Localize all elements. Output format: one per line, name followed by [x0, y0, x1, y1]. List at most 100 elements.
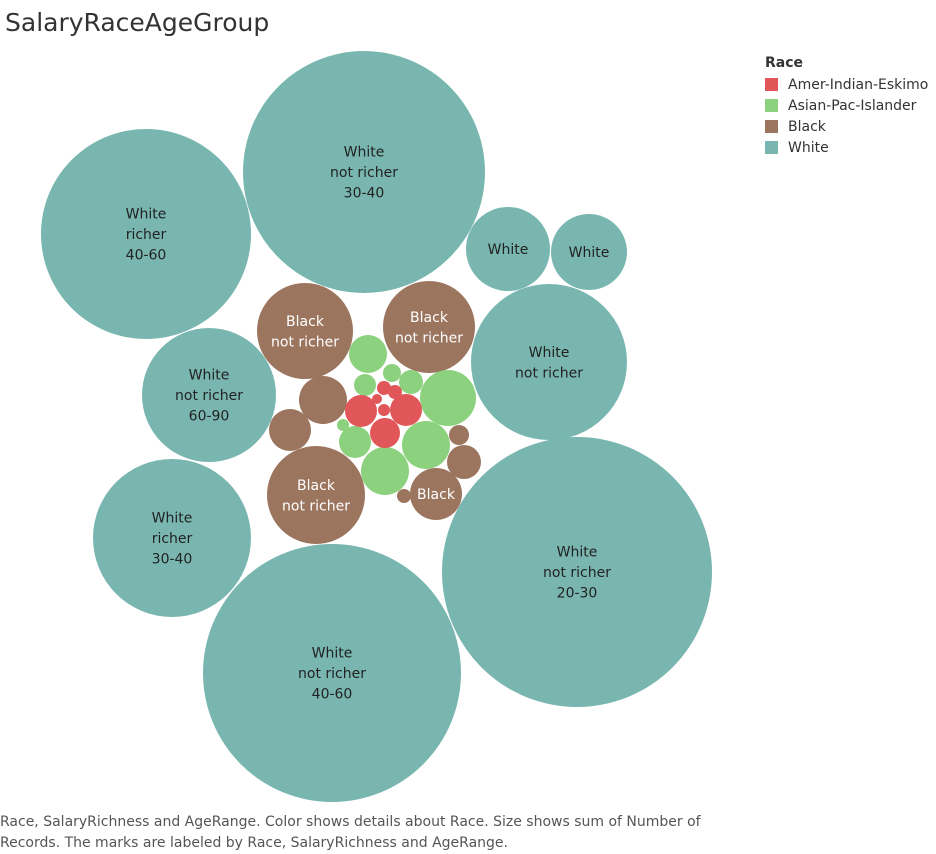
- bubble-circle[interactable]: [383, 281, 475, 373]
- bubble-circle[interactable]: [372, 394, 382, 404]
- bubble-amer-indian-eskimo[interactable]: [372, 394, 382, 404]
- legend-item-white[interactable]: White: [765, 137, 928, 158]
- bubble-circle[interactable]: [337, 419, 349, 431]
- bubble-black[interactable]: Black not richer: [257, 283, 353, 379]
- bubble-asian-pac-islander[interactable]: [354, 374, 376, 396]
- bubble-label: White: [569, 245, 610, 261]
- bubble-label: Black: [410, 310, 449, 326]
- bubble-label: not richer: [395, 330, 463, 346]
- bubble-white[interactable]: White not richer: [471, 284, 627, 440]
- legend-item-black[interactable]: Black: [765, 116, 928, 137]
- bubble-circle[interactable]: [378, 404, 390, 416]
- legend-label: White: [788, 139, 829, 156]
- bubble-circle[interactable]: [299, 376, 347, 424]
- bubble-circle[interactable]: [142, 328, 276, 462]
- bubble-black[interactable]: Black: [410, 468, 462, 520]
- bubble-label: 60-90: [189, 409, 230, 425]
- bubble-circle[interactable]: [388, 385, 402, 399]
- bubble-label: not richer: [175, 388, 243, 404]
- bubble-circle[interactable]: [203, 544, 461, 802]
- bubble-white[interactable]: White richer 30-40: [93, 459, 251, 617]
- bubble-black[interactable]: [269, 409, 311, 451]
- bubble-circle[interactable]: [257, 283, 353, 379]
- bubble-circle[interactable]: [269, 409, 311, 451]
- bubble-circle[interactable]: [410, 468, 462, 520]
- legend-title: Race: [765, 55, 804, 71]
- legend-swatch: [765, 99, 778, 112]
- bubble-asian-pac-islander[interactable]: [402, 421, 450, 469]
- bubble-circle[interactable]: [339, 426, 371, 458]
- bubble-circle[interactable]: [93, 459, 251, 617]
- legend-label: Asian-Pac-Islander: [788, 97, 917, 114]
- bubble-label: 30-40: [344, 186, 385, 202]
- bubble-circle[interactable]: [390, 394, 422, 426]
- bubble-label: White: [488, 242, 529, 258]
- bubble-label: 40-60: [312, 687, 353, 703]
- bubble-black[interactable]: [299, 376, 347, 424]
- bubble-circle[interactable]: [383, 364, 401, 382]
- bubble-circle[interactable]: [243, 51, 485, 293]
- chart-title: SalaryRaceAgeGroup: [5, 8, 270, 37]
- bubble-black[interactable]: Black not richer: [267, 446, 365, 544]
- legend-item-asian-pac-islander[interactable]: Asian-Pac-Islander: [765, 95, 928, 116]
- bubble-label: White: [529, 345, 570, 361]
- bubble-label: White: [344, 145, 385, 161]
- bubble-label: White: [126, 207, 167, 223]
- bubble-asian-pac-islander[interactable]: [361, 447, 409, 495]
- legend-swatch: [765, 141, 778, 154]
- bubble-asian-pac-islander[interactable]: [399, 370, 423, 394]
- bubble-label: Black: [417, 487, 456, 503]
- bubble-circle[interactable]: [361, 447, 409, 495]
- bubble-circle[interactable]: [370, 418, 400, 448]
- legend-swatch: [765, 78, 778, 91]
- bubble-black[interactable]: [447, 445, 481, 479]
- bubble-asian-pac-islander[interactable]: [383, 364, 401, 382]
- bubble-white[interactable]: White not richer 60-90: [142, 328, 276, 462]
- bubble-circle[interactable]: [354, 374, 376, 396]
- bubble-circle[interactable]: [345, 395, 377, 427]
- bubble-amer-indian-eskimo[interactable]: [390, 394, 422, 426]
- bubble-asian-pac-islander[interactable]: [349, 335, 387, 373]
- bubble-label: White: [312, 646, 353, 662]
- bubble-circle[interactable]: [399, 370, 423, 394]
- bubble-circle[interactable]: [267, 446, 365, 544]
- bubble-asian-pac-islander[interactable]: [339, 426, 371, 458]
- bubble-asian-pac-islander[interactable]: [420, 370, 476, 426]
- bubble-black[interactable]: [449, 425, 469, 445]
- bubble-circle[interactable]: [471, 284, 627, 440]
- bubble-amer-indian-eskimo[interactable]: [378, 404, 390, 416]
- bubble-label: 30-40: [152, 552, 193, 568]
- bubble-label: not richer: [543, 565, 611, 581]
- bubble-circle[interactable]: [397, 489, 411, 503]
- bubble-amer-indian-eskimo[interactable]: [345, 395, 377, 427]
- bubble-amer-indian-eskimo[interactable]: [370, 418, 400, 448]
- bubble-white[interactable]: White not richer 40-60: [203, 544, 461, 802]
- bubble-label: Black: [286, 314, 325, 330]
- bubble-label: not richer: [298, 666, 366, 682]
- bubble-white[interactable]: White not richer 20-30: [442, 437, 712, 707]
- legend-item-amer-indian-eskimo[interactable]: Amer-Indian-Eskimo: [765, 74, 928, 95]
- bubble-white[interactable]: White not richer 30-40: [243, 51, 485, 293]
- bubble-amer-indian-eskimo[interactable]: [388, 385, 402, 399]
- bubble-amer-indian-eskimo[interactable]: [377, 381, 391, 395]
- bubble-white[interactable]: White: [466, 207, 550, 291]
- bubble-circle[interactable]: [466, 207, 550, 291]
- bubble-asian-pac-islander[interactable]: [337, 419, 349, 431]
- bubble-circle[interactable]: [377, 381, 391, 395]
- legend-label: Amer-Indian-Eskimo: [788, 76, 929, 93]
- bubble-circle[interactable]: [402, 421, 450, 469]
- bubble-white[interactable]: White: [551, 214, 627, 290]
- bubble-circle[interactable]: [41, 129, 251, 339]
- bubble-white[interactable]: White richer 40-60: [41, 129, 251, 339]
- bubble-circle[interactable]: [420, 370, 476, 426]
- bubble-circle[interactable]: [447, 445, 481, 479]
- chart-caption: Race, SalaryRichness and AgeRange. Color…: [0, 814, 701, 851]
- bubble-circle[interactable]: [442, 437, 712, 707]
- bubble-label: White: [152, 511, 193, 527]
- bubble-circle[interactable]: [349, 335, 387, 373]
- bubble-circle[interactable]: [551, 214, 627, 290]
- bubble-circle[interactable]: [449, 425, 469, 445]
- bubble-black[interactable]: [397, 489, 411, 503]
- bubble-label: White: [557, 545, 598, 561]
- bubble-black[interactable]: Black not richer: [383, 281, 475, 373]
